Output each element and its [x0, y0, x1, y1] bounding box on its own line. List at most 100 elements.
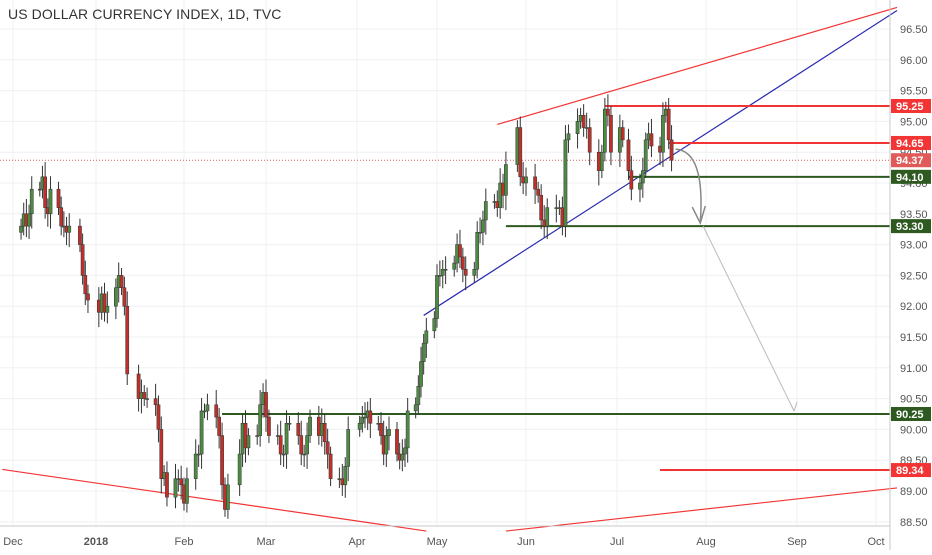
candle-body	[395, 429, 399, 455]
candle-body	[416, 386, 421, 406]
projection-line-arrowhead	[789, 401, 798, 413]
candle-body	[302, 453, 307, 456]
candle-body	[102, 293, 107, 313]
candle-body	[267, 416, 271, 436]
level-label: 89.34	[896, 465, 924, 477]
trendline	[2, 468, 427, 532]
candle-body	[173, 478, 178, 498]
candle-body	[542, 219, 547, 227]
candle-body	[669, 139, 674, 161]
projection-curve	[675, 148, 702, 224]
candle-body	[413, 404, 418, 412]
candle-body	[421, 342, 426, 362]
candle-body	[483, 201, 488, 221]
candle-body	[458, 244, 462, 258]
y-tick-label: 89.00	[900, 486, 928, 498]
candle-body	[284, 422, 289, 455]
candle-body	[299, 435, 304, 455]
candle-body	[119, 275, 124, 288]
candle-body	[640, 170, 645, 184]
candle-body	[196, 453, 201, 456]
candle-body	[159, 429, 164, 479]
candle-body	[255, 435, 260, 437]
candle-body	[360, 416, 365, 424]
candle-body	[83, 275, 88, 295]
candle-body	[193, 453, 198, 479]
level-label-bg	[891, 463, 931, 478]
candle-body	[153, 398, 158, 406]
candle-body	[363, 416, 367, 419]
candle-body	[504, 164, 508, 196]
candle-body	[122, 287, 127, 307]
candle-body	[179, 478, 184, 486]
candle-body	[29, 188, 34, 215]
candle-body	[56, 188, 61, 208]
candle-body	[475, 232, 480, 270]
y-tick-label: 91.00	[900, 363, 928, 375]
candle-body	[609, 114, 613, 153]
candle-body	[666, 108, 671, 141]
candle-body	[472, 268, 477, 276]
y-tick-label: 90.50	[900, 394, 928, 406]
candle-body	[27, 213, 31, 227]
level-label: 94.65	[896, 138, 924, 150]
candle-body	[156, 404, 161, 430]
current-price-label: 94.37	[896, 155, 924, 167]
candle-body	[478, 232, 482, 234]
candle-body	[620, 127, 625, 141]
y-tick-label: 90.00	[900, 424, 928, 436]
candle-body	[86, 293, 90, 301]
candle-body	[405, 410, 410, 449]
candle-body	[518, 127, 523, 178]
candle-body	[217, 416, 221, 436]
level-label: 95.25	[896, 101, 924, 113]
candle-body	[287, 422, 292, 425]
candle-body	[403, 447, 407, 455]
candle-body	[185, 478, 189, 504]
candle-body	[264, 392, 268, 418]
candle-body	[557, 207, 562, 209]
candle-body	[626, 139, 631, 171]
candle-body	[638, 182, 642, 190]
candle-body	[199, 410, 204, 455]
level-label-bg	[891, 169, 931, 184]
candle-body	[440, 268, 445, 276]
candle-body	[80, 244, 85, 276]
trendline	[497, 6, 898, 126]
candle-body	[587, 127, 592, 153]
y-tick-label: 95.50	[900, 86, 928, 98]
candle-body	[545, 207, 550, 227]
candle-body	[596, 151, 601, 171]
candle-body	[305, 435, 309, 455]
x-tick-label: Apr	[348, 536, 365, 548]
candle-body	[114, 287, 118, 307]
candle-body	[37, 188, 42, 191]
candle-body	[432, 318, 437, 332]
x-tick-label: Oct	[867, 536, 884, 548]
candle-body	[424, 330, 429, 344]
candle-body	[460, 256, 465, 270]
candle-body	[379, 422, 383, 436]
level-label-bg	[891, 219, 931, 234]
candle-body	[400, 453, 405, 461]
y-tick-label: 92.50	[900, 270, 928, 282]
candle-body	[67, 225, 72, 233]
level-label-bg	[891, 99, 931, 113]
candle-body	[202, 410, 207, 413]
x-tick-label: Feb	[175, 536, 194, 548]
candle-body	[357, 422, 362, 430]
candle-body	[438, 275, 442, 277]
y-tick-label: 91.50	[900, 332, 928, 344]
level-label-bg	[891, 407, 931, 421]
candle-body	[281, 453, 286, 456]
candle-body	[105, 305, 110, 313]
y-tick-label: 93.00	[900, 240, 928, 252]
y-tick-label: 88.50	[900, 517, 928, 529]
level-label-bg	[891, 135, 931, 150]
level-label: 94.10	[896, 172, 924, 184]
candle-body	[419, 361, 423, 387]
y-tick-label: 93.50	[900, 209, 928, 221]
candle-body	[606, 108, 610, 116]
